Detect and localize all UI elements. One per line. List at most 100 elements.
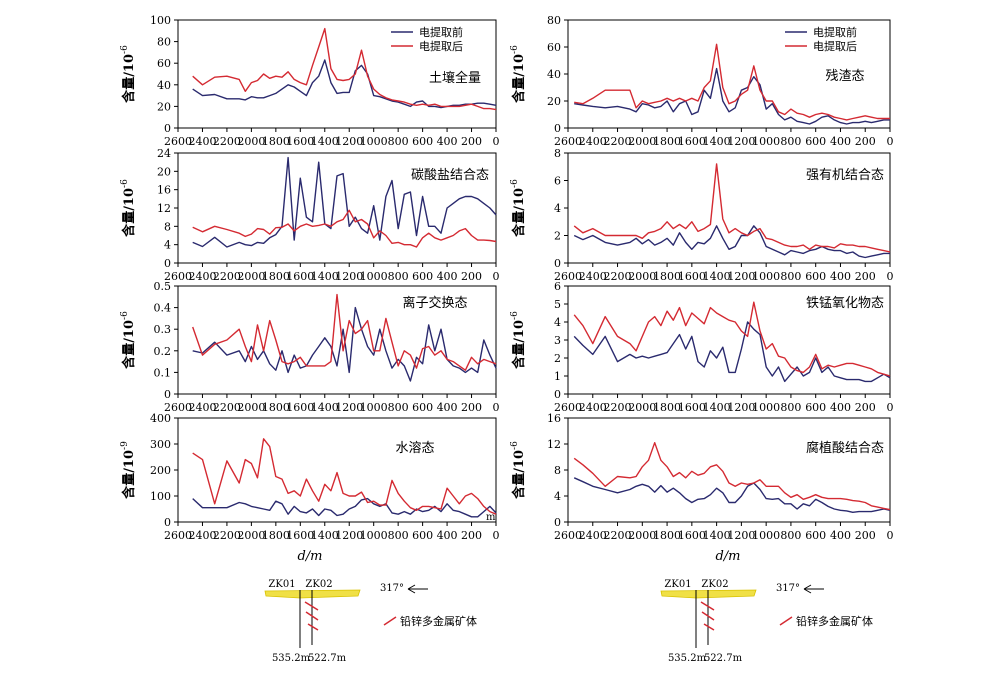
y-tick-label: 16 bbox=[547, 412, 561, 425]
x-tick-label: 400 bbox=[437, 270, 458, 283]
hole-label-zk01: ZK01 bbox=[664, 579, 691, 590]
x-tick-label: 1200 bbox=[335, 401, 363, 414]
x-tick-label: 2200 bbox=[213, 529, 241, 542]
y-tick-label: 1 bbox=[554, 370, 561, 383]
x-tick-label: 0 bbox=[493, 135, 500, 148]
y-tick-label: 0 bbox=[554, 257, 561, 270]
x-tick-label: 2600 bbox=[554, 135, 582, 148]
panel-title: 碳酸盐结合态 bbox=[411, 168, 489, 183]
x-tick-label: 1600 bbox=[286, 270, 314, 283]
x-tick-label: 200 bbox=[461, 401, 482, 414]
y-axis-title: 含量/10-6 bbox=[510, 441, 527, 500]
panel-title: 强有机结合态 bbox=[806, 168, 884, 183]
x-tick-label: 2400 bbox=[579, 135, 607, 148]
x-tick-label: 200 bbox=[855, 270, 876, 283]
y-tick-label: 60 bbox=[547, 41, 561, 54]
x-tick-label: 2600 bbox=[554, 529, 582, 542]
x-tick-label: 1200 bbox=[335, 270, 363, 283]
x-tick-label: 1600 bbox=[678, 529, 706, 542]
y-tick-label: 200 bbox=[150, 464, 171, 477]
x-tick-label: 1600 bbox=[678, 401, 706, 414]
x-tick-label: 1800 bbox=[262, 270, 290, 283]
y-tick-label: 0.2 bbox=[154, 345, 172, 358]
x-tick-label: 1400 bbox=[311, 529, 339, 542]
x-tick-label: 0 bbox=[493, 270, 500, 283]
x-tick-label: 600 bbox=[805, 401, 826, 414]
depth-label-zk01: 535.2m bbox=[272, 653, 311, 664]
x-tick-label: 1000 bbox=[752, 529, 780, 542]
y-tick-label: 4 bbox=[164, 239, 171, 252]
chart-panel-6: 0123456260024002200200018001600140012001… bbox=[510, 280, 894, 414]
arrow-head-icon bbox=[803, 584, 812, 594]
legend-label-after: 电提取后 bbox=[813, 40, 857, 53]
series-line-after bbox=[573, 163, 891, 253]
ore-body-2 bbox=[305, 611, 319, 621]
y-tick-label: 0 bbox=[164, 257, 171, 270]
series-line-after bbox=[192, 293, 497, 371]
y-tick-label: 400 bbox=[150, 412, 171, 425]
x-tick-label: 1800 bbox=[653, 529, 681, 542]
x-tick-label: 2600 bbox=[554, 401, 582, 414]
x-tick-label: 600 bbox=[412, 529, 433, 542]
y-tick-label: 0 bbox=[554, 388, 561, 401]
y-tick-label: 0.4 bbox=[154, 302, 172, 315]
x-tick-label: 2400 bbox=[188, 135, 216, 148]
ore-body-3 bbox=[307, 623, 319, 631]
x-tick-label: 800 bbox=[388, 529, 409, 542]
x-tick-label: 1800 bbox=[653, 401, 681, 414]
x-tick-label: 200 bbox=[855, 401, 876, 414]
x-tick-label: 400 bbox=[437, 401, 458, 414]
chart-panel-3: 0481216202426002400220020001800160014001… bbox=[120, 147, 500, 283]
panel-title: 土壤全量 bbox=[429, 70, 481, 86]
x-tick-label: 200 bbox=[461, 270, 482, 283]
plot-frame bbox=[567, 417, 891, 523]
x-tick-label: 1000 bbox=[752, 401, 780, 414]
y-tick-label: 12 bbox=[547, 438, 561, 451]
x-tick-label: 2600 bbox=[164, 401, 192, 414]
x-tick-label: 1800 bbox=[653, 270, 681, 283]
series-line-after bbox=[192, 27, 497, 111]
series-line-before bbox=[192, 156, 497, 248]
x-tick-label: 400 bbox=[437, 135, 458, 148]
x-tick-label: 1600 bbox=[678, 135, 706, 148]
y-tick-label: 6 bbox=[554, 280, 561, 293]
chart-panel-1: 0204060801002600240022002000180016001400… bbox=[120, 14, 500, 148]
y-tick-label: 4 bbox=[554, 202, 561, 215]
x-tick-label: 2600 bbox=[164, 529, 192, 542]
y-tick-label: 2 bbox=[554, 230, 561, 243]
y-tick-label: 0 bbox=[554, 516, 561, 529]
ore-body-1 bbox=[700, 601, 715, 611]
x-tick-label: 1800 bbox=[262, 529, 290, 542]
x-tick-label: 400 bbox=[830, 401, 851, 414]
x-tick-label: 2200 bbox=[213, 401, 241, 414]
x-tick-label: 1600 bbox=[286, 529, 314, 542]
x-tick-label: 800 bbox=[780, 270, 801, 283]
y-tick-label: 5 bbox=[554, 298, 561, 311]
y-tick-label: 8 bbox=[554, 147, 561, 160]
x-tick-label: 800 bbox=[388, 401, 409, 414]
series-line-before bbox=[573, 225, 890, 259]
x-tick-label: 1400 bbox=[703, 135, 731, 148]
ore-legend-label: 铅锌多金属矿体 bbox=[796, 614, 873, 628]
y-tick-label: 0.3 bbox=[154, 323, 172, 336]
y-tick-label: 0 bbox=[164, 388, 171, 401]
series-line-before bbox=[573, 477, 891, 513]
x-tick-label: 2000 bbox=[628, 401, 656, 414]
y-tick-label: 4 bbox=[554, 490, 561, 503]
x-tick-label: 1200 bbox=[727, 529, 755, 542]
y-tick-label: 80 bbox=[547, 14, 561, 27]
y-tick-label: 20 bbox=[547, 95, 561, 108]
x-axis-label-right: d/m bbox=[715, 549, 740, 564]
x-tick-label: 0 bbox=[887, 135, 894, 148]
x-tick-label: 800 bbox=[388, 135, 409, 148]
x-tick-label: 800 bbox=[388, 270, 409, 283]
x-tick-label: 1600 bbox=[286, 401, 314, 414]
series-line-after bbox=[573, 301, 891, 377]
y-tick-label: 20 bbox=[157, 165, 171, 178]
x-tick-label: 2000 bbox=[628, 135, 656, 148]
x-tick-label: 2200 bbox=[604, 401, 632, 414]
y-tick-label: 60 bbox=[157, 57, 171, 70]
x-tick-label: 2600 bbox=[554, 270, 582, 283]
y-tick-label: 16 bbox=[157, 184, 171, 197]
y-tick-label: 12 bbox=[157, 202, 171, 215]
